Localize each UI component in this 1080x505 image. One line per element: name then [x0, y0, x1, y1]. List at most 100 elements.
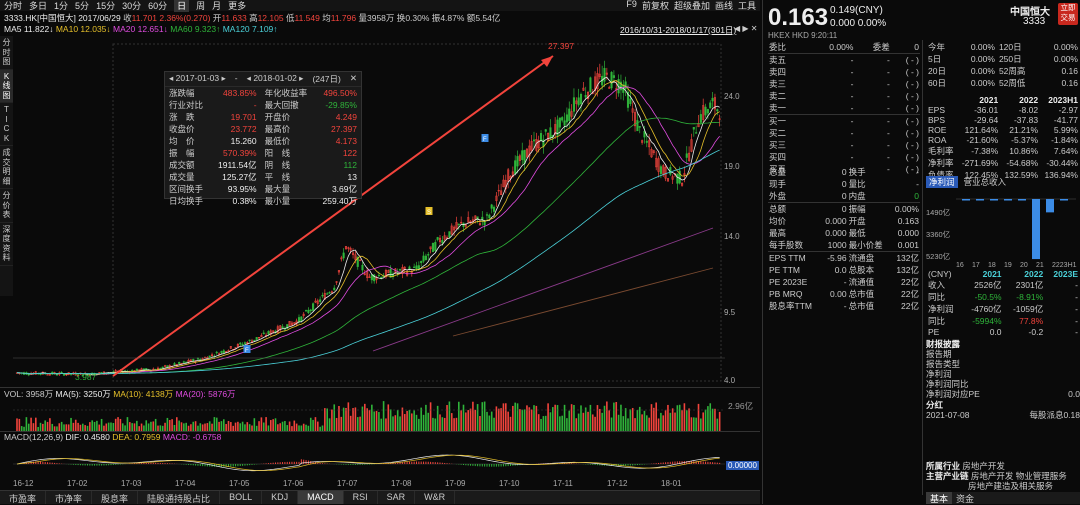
- candle-body: [464, 224, 467, 227]
- period-周[interactable]: 周: [196, 1, 206, 11]
- dividend-text: 每股派息0.18: [1029, 410, 1080, 420]
- tab-资金[interactable]: 资金: [956, 494, 975, 504]
- volume-bar: [335, 417, 338, 431]
- cny-label: 净利润: [928, 304, 954, 314]
- volume-bar: [234, 422, 237, 431]
- period-1分[interactable]: 1分: [54, 1, 69, 11]
- toolbar-item[interactable]: 工具: [737, 1, 756, 11]
- kline-chart[interactable]: F S F: [13, 36, 725, 386]
- volume-bar: [420, 407, 422, 431]
- candle-body: [518, 155, 521, 161]
- volume-bar: [176, 417, 178, 431]
- tab-KDJ[interactable]: KDJ: [262, 491, 299, 504]
- tab-市盈率[interactable]: 市盈率: [0, 491, 47, 504]
- candle-body: [671, 176, 674, 180]
- period-多日[interactable]: 多日: [29, 1, 48, 11]
- macd-chart[interactable]: [13, 442, 725, 478]
- tab-基本[interactable]: 基本: [926, 492, 953, 504]
- candle-body: [340, 257, 343, 260]
- tab-revenue[interactable]: 营业总收入: [963, 177, 1007, 187]
- volume-bar: [126, 417, 129, 431]
- price-change: 0.149(CNY): [830, 5, 883, 16]
- stats-row: 均价 0.000 开盘 0.163: [768, 215, 920, 227]
- volume-bar: [295, 423, 298, 431]
- volume-bar: [39, 422, 42, 431]
- volume-bar: [16, 418, 18, 431]
- stats-cell: 总量: [769, 167, 787, 177]
- candle-body: [711, 97, 714, 102]
- candle-body: [356, 256, 359, 267]
- event-marker[interactable]: [425, 207, 433, 215]
- tab-BOLL[interactable]: BOLL: [220, 491, 263, 504]
- tab-陆股通持股占比[interactable]: 陆股通持股占比: [138, 491, 221, 504]
- period-15分[interactable]: 15分: [96, 1, 116, 11]
- tab-SAR[interactable]: SAR: [378, 491, 416, 504]
- volume-bar: [342, 407, 345, 431]
- close-icon[interactable]: ✕: [349, 73, 357, 83]
- left-nav-item[interactable]: 成交明细: [0, 146, 13, 189]
- volume-bar: [624, 408, 627, 431]
- candle-body: [631, 108, 634, 113]
- candle-body: [260, 335, 263, 338]
- volume-bar: [98, 424, 101, 431]
- range-arrows[interactable]: ◀ ▶ ✕: [734, 24, 758, 33]
- interval-cell: 4.173: [335, 136, 357, 146]
- candle-body: [596, 73, 599, 90]
- cny-col-header: 2022: [1024, 269, 1044, 279]
- fin-cell: 132.59%: [1004, 170, 1039, 180]
- toolbar-item[interactable]: F9: [626, 0, 637, 9]
- left-nav-item[interactable]: 深度资料: [0, 223, 13, 266]
- period-分时[interactable]: 分时: [4, 1, 23, 11]
- period-更多[interactable]: 更多: [228, 1, 247, 11]
- x-tick: 17-09: [445, 479, 466, 488]
- tab-RSI[interactable]: RSI: [344, 491, 378, 504]
- toolbar-item[interactable]: 超级叠加: [673, 1, 710, 11]
- volume-bar: [488, 415, 491, 431]
- close-label: 收: [123, 13, 132, 23]
- left-nav-item[interactable]: 分价表: [0, 189, 13, 223]
- period-30分[interactable]: 30分: [122, 1, 142, 11]
- ma120-line: [16, 149, 720, 375]
- volume-bar: [84, 425, 86, 431]
- candle-body: [415, 265, 418, 270]
- candle-body: [312, 303, 315, 311]
- period-日[interactable]: 日: [174, 0, 190, 12]
- volume-chart[interactable]: [13, 398, 725, 431]
- interval-from[interactable]: ◂ 2017-01-03 ▸: [169, 73, 226, 83]
- tab-市净率[interactable]: 市净率: [46, 491, 93, 504]
- tab-股息率[interactable]: 股息率: [92, 491, 139, 504]
- date-range[interactable]: 2016/10/31-2018/01/17(301日): [620, 25, 737, 35]
- interval-row: 收盘价 23.772 最高价 27.397: [165, 123, 361, 135]
- tab-W&R[interactable]: W&R: [415, 491, 456, 504]
- cny-cell: -0.2: [1028, 327, 1044, 337]
- toolbar-item[interactable]: 前复权: [641, 1, 669, 11]
- trade-button[interactable]: 立即交易: [1058, 3, 1078, 25]
- volume-bar: [556, 405, 559, 431]
- volume-bar: [418, 418, 420, 431]
- period-月[interactable]: 月: [212, 1, 222, 11]
- volume-bar: [439, 414, 441, 431]
- left-nav-item[interactable]: 分时图: [0, 36, 13, 70]
- candle-body: [603, 68, 606, 82]
- x-tick: 17-02: [67, 479, 88, 488]
- time-axis: 16-12 17-02 17-03 17-04 17-05 17-06 17-07 17-08…: [13, 478, 725, 490]
- tab-net-profit[interactable]: 净利润: [926, 176, 958, 188]
- fin-cell: -54.68%: [1006, 158, 1039, 168]
- fin-cell: 21.21%: [1009, 125, 1039, 135]
- volume-bar: [152, 421, 155, 431]
- period-60分[interactable]: 60分: [148, 1, 168, 11]
- event-marker[interactable]: [243, 345, 251, 353]
- volume-bar: [537, 414, 540, 431]
- interval-cell: 阳 线: [264, 148, 291, 158]
- period-5分[interactable]: 5分: [75, 1, 90, 11]
- interval-to[interactable]: ◂ 2018-01-02 ▸: [246, 73, 304, 83]
- stats-cell: -: [916, 179, 919, 189]
- tab-MACD[interactable]: MACD: [298, 491, 344, 504]
- event-marker[interactable]: [481, 134, 489, 142]
- return-cell: 52周高: [998, 66, 1026, 76]
- toolbar-item[interactable]: 画线: [714, 1, 733, 11]
- candle-body: [267, 331, 270, 335]
- low-label: 低: [285, 13, 295, 23]
